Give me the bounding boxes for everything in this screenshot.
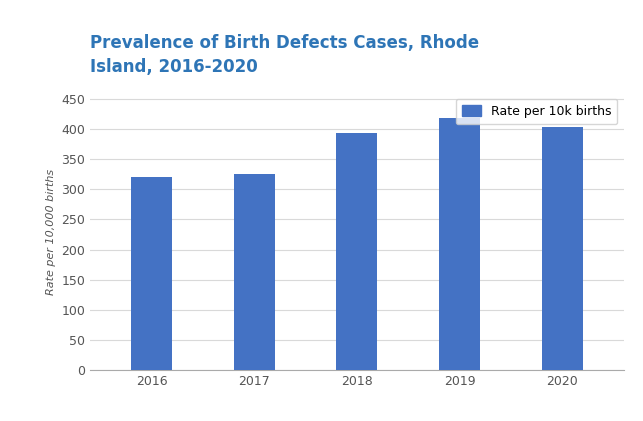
Bar <box>541 127 583 370</box>
Text: Prevalence of Birth Defects Cases, Rhode
Island, 2016-2020: Prevalence of Birth Defects Cases, Rhode… <box>90 34 479 76</box>
Bar <box>336 133 377 370</box>
Bar <box>233 174 275 370</box>
Y-axis label: Rate per 10,000 births: Rate per 10,000 births <box>46 168 56 295</box>
Bar <box>439 118 480 370</box>
Legend: Rate per 10k births: Rate per 10k births <box>456 99 617 124</box>
Bar <box>131 177 172 370</box>
